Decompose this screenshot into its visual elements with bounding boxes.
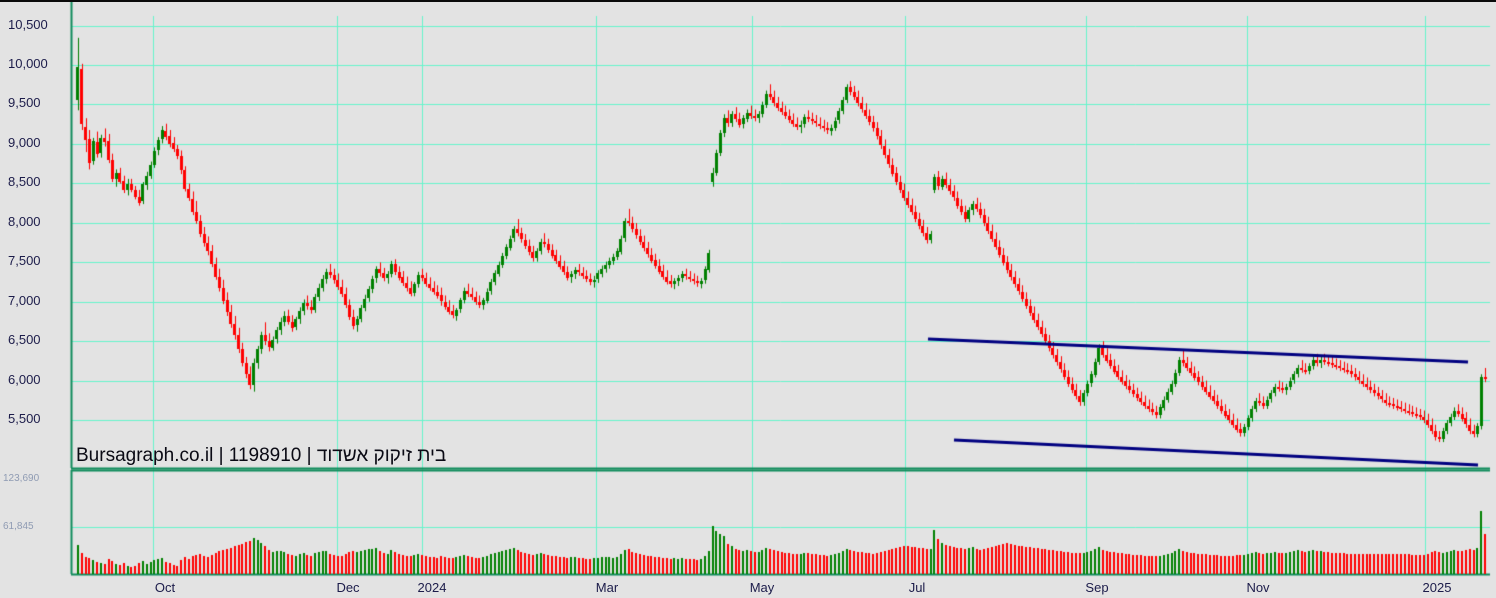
date-tick-label: Nov [1246,580,1270,595]
volume-tick-label: 123,690 [3,473,40,484]
date-tick-label: 2024 [417,580,447,595]
price-tick-label: 8,500 [8,174,41,189]
price-tick-label: 6,500 [8,332,41,347]
date-tick-label: Jul [908,580,926,595]
date-tick-label: Dec [336,580,360,595]
date-tick-label: Oct [154,580,176,595]
price-tick-label: 6,000 [8,372,41,387]
volume-tick-label: 61,845 [3,521,34,532]
price-tick-label: 7,000 [8,293,41,308]
price-tick-label: 10,000 [8,56,48,71]
watermark-label: Bursagraph.co.il | 1198910 | בית זיקוק א… [76,445,447,466]
price-tick-label: 5,500 [8,411,41,426]
price-tick-label: 8,000 [8,214,41,229]
price-tick-label: 10,500 [8,17,48,32]
date-tick-label: 2025 [1422,580,1452,595]
date-tick-label: Sep [1085,580,1109,595]
date-tick-label: May [749,580,775,595]
price-tick-label: 7,500 [8,253,41,268]
price-tick-label: 9,000 [8,135,41,150]
price-tick-label: 9,500 [8,95,41,110]
date-tick-label: Mar [595,580,619,595]
